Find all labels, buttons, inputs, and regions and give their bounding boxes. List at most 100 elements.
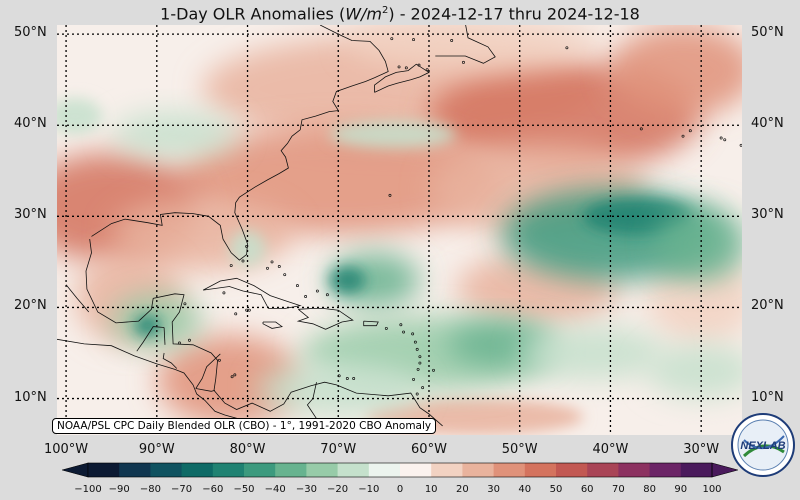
anomaly-patch	[329, 252, 420, 308]
island	[266, 266, 269, 270]
colorbar-cell	[181, 463, 214, 477]
coastline	[363, 320, 379, 327]
anomaly-field	[57, 25, 742, 435]
colorbar-tick-label: 40	[518, 484, 532, 495]
coastline	[163, 327, 166, 345]
island	[241, 259, 245, 263]
anomaly-patch	[156, 334, 302, 426]
island	[325, 293, 329, 297]
colorbar-cell	[275, 463, 307, 477]
colorbar-tick-label: 50	[549, 484, 563, 495]
longitude-label: 30°W	[683, 442, 720, 457]
anomaly-patch	[256, 362, 420, 417]
latitude-label: 50°N	[751, 25, 784, 41]
coastline	[57, 338, 262, 422]
svg-text:NEXLAB: NEXLAB	[740, 440, 785, 452]
island	[723, 138, 727, 142]
colorbar-outline	[87, 462, 713, 478]
latitude-label: 50°N	[14, 25, 47, 41]
island	[295, 284, 299, 288]
island	[230, 375, 234, 379]
colorbar-tick-label: −90	[108, 484, 130, 495]
colorbar-tick-label: −100	[74, 484, 102, 495]
island	[245, 308, 249, 312]
island	[402, 330, 406, 334]
colorbar-tick-label: −50	[233, 484, 255, 495]
colorbar	[62, 462, 738, 478]
island	[418, 355, 422, 359]
colorbar-tick-label: 60	[580, 484, 594, 495]
colorbar-cell	[244, 463, 276, 477]
island	[425, 68, 429, 72]
island	[462, 60, 465, 64]
anomaly-patch	[229, 230, 266, 267]
island	[413, 340, 417, 344]
longitude-label: 60°W	[411, 442, 447, 457]
longitude-label: 100°W	[43, 442, 89, 457]
island	[229, 264, 233, 267]
colorbar-tick-label: −80	[139, 484, 161, 495]
island	[450, 39, 454, 42]
island	[245, 244, 249, 248]
latitude-label: 40°N	[751, 116, 784, 132]
nexlab-logo: NEXLAB	[731, 413, 795, 477]
colorbar-tick-label: −20	[327, 484, 349, 495]
colorbar-tick-label: −30	[295, 484, 317, 495]
island	[247, 308, 251, 312]
island	[188, 338, 191, 342]
colorbar-cell	[649, 463, 682, 477]
island	[304, 295, 308, 298]
colorbar-tick-label: 0	[396, 484, 404, 495]
latitude-label: 30°N	[14, 207, 47, 223]
colorbar-tick-label: 70	[612, 484, 625, 495]
island	[417, 63, 421, 67]
colorbar-cell	[680, 463, 713, 477]
island	[421, 386, 425, 390]
source-note: NOAA/PSL CPC Daily Blended OLR (CBO) - 1…	[52, 418, 437, 434]
island	[270, 260, 274, 264]
island	[217, 358, 221, 362]
island	[404, 66, 408, 70]
latitude-label: 40°N	[14, 116, 47, 132]
longitude-label: 40°W	[592, 442, 629, 457]
map-canvas	[57, 25, 742, 435]
island	[411, 332, 415, 336]
island	[639, 127, 643, 131]
coastline	[195, 388, 215, 392]
island	[337, 374, 341, 378]
latitude-label: 30°N	[751, 207, 784, 223]
colorbar-tick-label: 80	[643, 484, 656, 495]
island	[390, 37, 394, 41]
island	[416, 367, 420, 371]
island	[412, 38, 416, 42]
colorbar-tick-label: 90	[674, 484, 688, 495]
colorbar-cell	[587, 463, 619, 477]
colorbar-cell	[119, 463, 151, 477]
island	[397, 65, 401, 69]
map-title: 1-Day OLR Anomalies (W/m2) - 2024-12-17 …	[160, 4, 640, 24]
graticule	[57, 25, 742, 435]
colorbar-tick-label: −40	[264, 484, 286, 495]
anomaly-patch	[347, 25, 602, 71]
colorbar-cell	[462, 463, 495, 477]
island	[418, 361, 422, 365]
island	[277, 264, 281, 268]
colorbar-cell	[306, 463, 339, 477]
longitude-label: 80°W	[229, 442, 266, 457]
colorbar-tick-label: −60	[202, 484, 224, 495]
island	[388, 193, 392, 197]
colorbar-tick-label: −10	[358, 484, 380, 495]
latitude-label: 20°N	[751, 298, 784, 314]
island	[412, 377, 416, 381]
island	[565, 46, 569, 50]
island	[415, 392, 419, 396]
coastline	[296, 308, 354, 330]
latitude-label: 10°N	[14, 389, 47, 405]
olr-anomaly-map	[57, 25, 742, 435]
colorbar-cell	[212, 463, 245, 477]
colorbar-cell	[400, 463, 432, 477]
island	[222, 291, 226, 295]
colorbar-cell	[556, 463, 588, 477]
colorbar-cell	[431, 463, 463, 477]
island	[688, 129, 692, 133]
